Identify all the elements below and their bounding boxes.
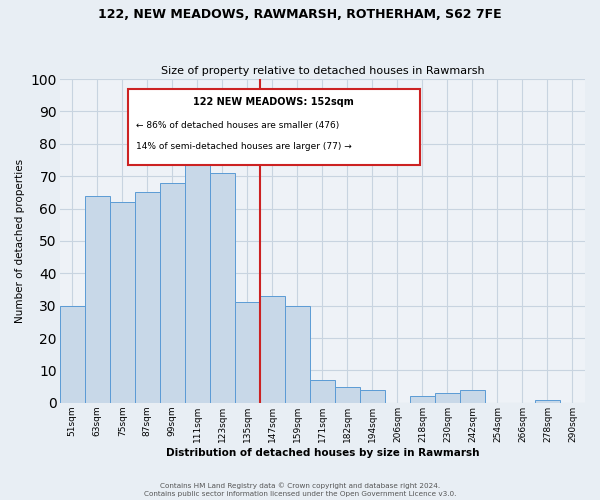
Bar [135,192,160,403]
Text: 122 NEW MEADOWS: 152sqm: 122 NEW MEADOWS: 152sqm [193,97,354,107]
Bar [310,380,335,403]
Bar [435,393,460,403]
Bar [160,182,185,403]
Bar [285,306,310,403]
Y-axis label: Number of detached properties: Number of detached properties [15,159,25,323]
Bar [410,396,435,403]
Bar [335,386,360,403]
Text: 14% of semi-detached houses are larger (77) →: 14% of semi-detached houses are larger (… [136,142,352,151]
Bar [360,390,385,403]
FancyBboxPatch shape [128,89,419,165]
Bar [60,306,85,403]
Text: Contains public sector information licensed under the Open Government Licence v3: Contains public sector information licen… [144,491,456,497]
Bar [210,173,235,403]
Text: Contains HM Land Registry data © Crown copyright and database right 2024.: Contains HM Land Registry data © Crown c… [160,482,440,489]
Bar [235,302,260,403]
Bar [460,390,485,403]
Bar [85,196,110,403]
X-axis label: Distribution of detached houses by size in Rawmarsh: Distribution of detached houses by size … [166,448,479,458]
Bar [110,202,135,403]
Bar [260,296,285,403]
Bar [185,138,210,403]
Text: 122, NEW MEADOWS, RAWMARSH, ROTHERHAM, S62 7FE: 122, NEW MEADOWS, RAWMARSH, ROTHERHAM, S… [98,8,502,20]
Bar [535,400,560,403]
Title: Size of property relative to detached houses in Rawmarsh: Size of property relative to detached ho… [161,66,484,76]
Text: ← 86% of detached houses are smaller (476): ← 86% of detached houses are smaller (47… [136,121,339,130]
